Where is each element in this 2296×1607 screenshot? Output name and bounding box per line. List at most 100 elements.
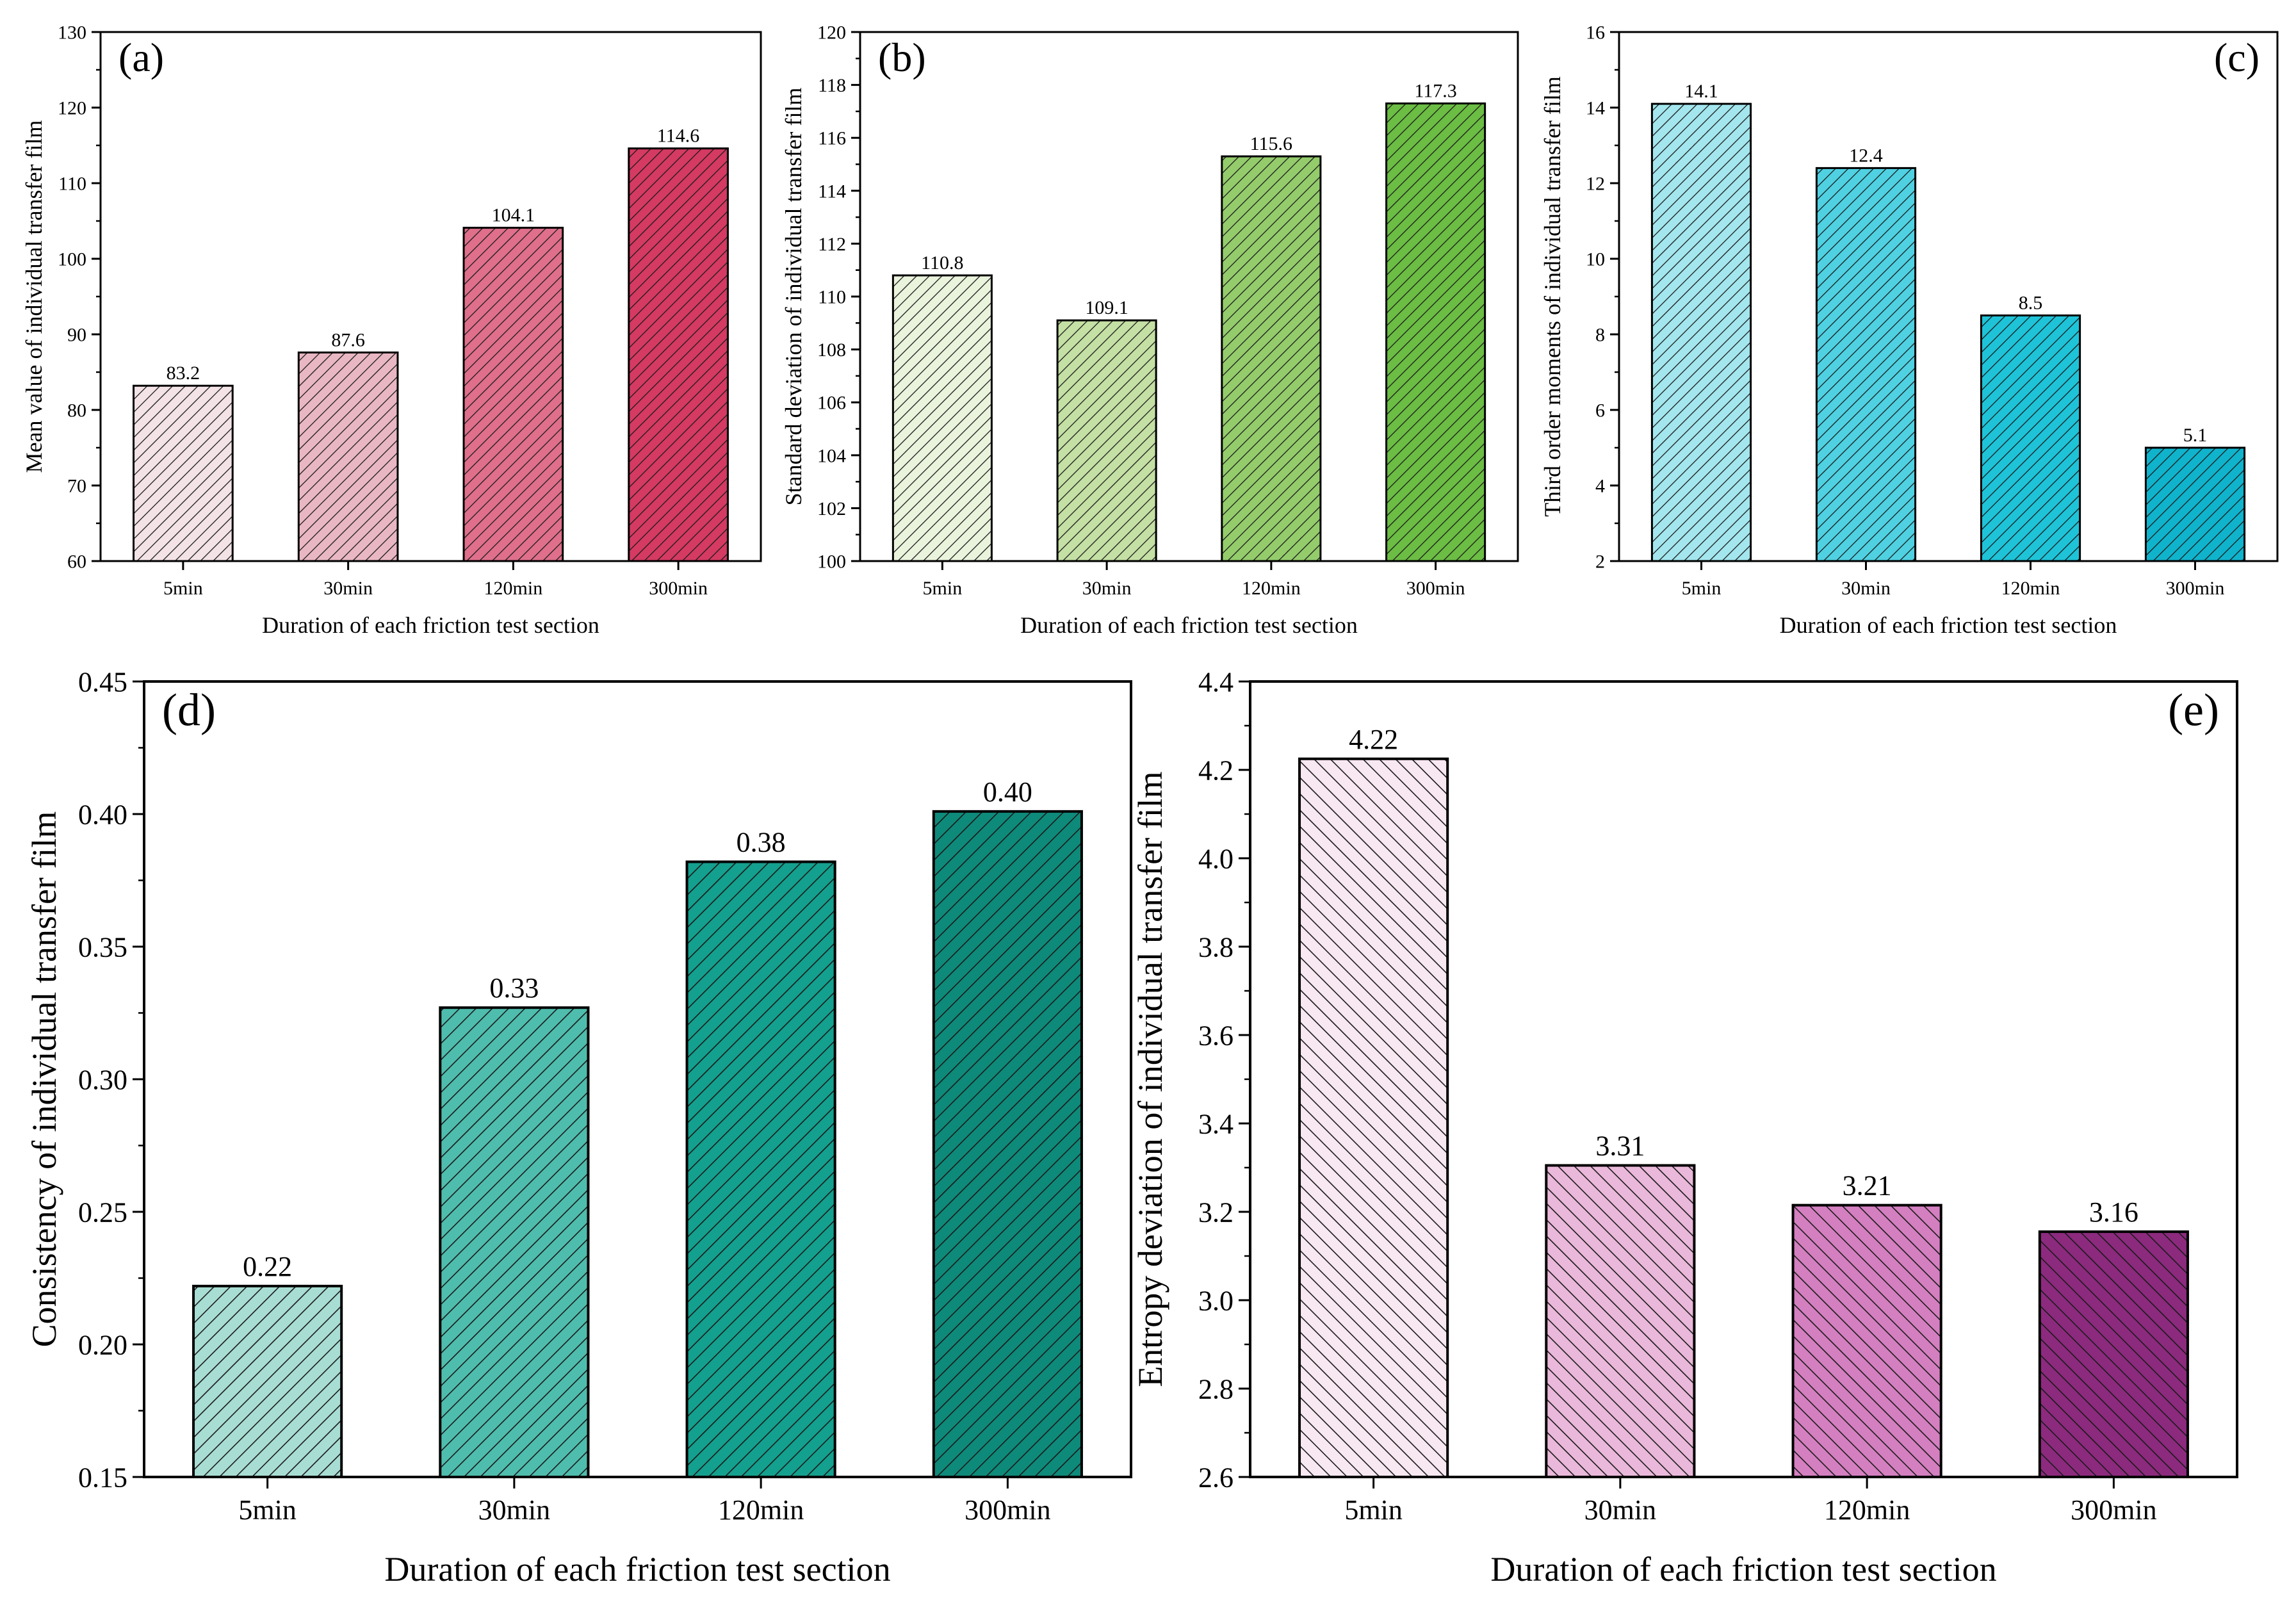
bar-120min [1221, 155, 1322, 562]
y-tick-label: 104 [817, 445, 846, 466]
bar-300min [2038, 1230, 2189, 1479]
y-tick-label: 70 [67, 476, 86, 497]
y-tick-label: 10 [1586, 249, 1605, 270]
y-tick-label: 100 [58, 249, 86, 270]
bar-30min [297, 351, 399, 562]
y-tick-label: 0.25 [78, 1196, 127, 1228]
x-tick-label: 120min [718, 1494, 804, 1526]
value-label: 0.40 [983, 776, 1032, 808]
bar-5min [1298, 757, 1449, 1478]
x-tick-label: 120min [2001, 578, 2060, 599]
y-tick-label: 120 [817, 22, 846, 44]
panel-label: (d) [162, 684, 216, 735]
x-tick-label: 300min [1406, 578, 1465, 599]
x-tick-label: 300min [2071, 1494, 2156, 1526]
value-label: 14.1 [1684, 81, 1718, 102]
y-tick-label: 80 [67, 400, 86, 421]
value-label: 0.22 [243, 1251, 292, 1282]
bar-120min [462, 227, 564, 562]
y-axis-title: Entropy deviation of individual transfer… [1131, 771, 1169, 1387]
y-tick-label: 6 [1595, 400, 1605, 421]
y-tick-label: 0.30 [78, 1064, 127, 1095]
y-tick-label: 112 [818, 234, 846, 255]
chart-panel-4: 0.22 5min 0.33 30min 0.38 120min 0.40 300min 0.1… [25, 666, 1132, 1588]
x-tick-label: 30min [1584, 1494, 1656, 1526]
y-tick-label: 60 [67, 551, 86, 573]
x-tick-label: 5min [1682, 578, 1722, 599]
plot-frame [1618, 31, 2279, 562]
value-label: 87.6 [331, 329, 365, 350]
y-tick-label: 0.15 [78, 1462, 127, 1493]
y-tick-label: 102 [817, 498, 846, 519]
y-tick-label: 2.8 [1198, 1373, 1233, 1405]
chart-panel-2: 110.8 5min 109.1 30min 115.6 120min 117.3 300mi… [781, 22, 1519, 638]
x-tick-label: 30min [1841, 578, 1891, 599]
y-tick-label: 100 [817, 551, 846, 573]
x-tick-label: 120min [1824, 1494, 1910, 1526]
value-label: 115.6 [1250, 133, 1292, 154]
x-axis-title: Duration of each friction test section [1490, 1550, 1996, 1588]
plot-frame [143, 680, 1132, 1478]
x-axis-title: Duration of each friction test section [262, 612, 599, 638]
x-tick-label: 120min [484, 578, 543, 599]
chart-panel-3: 14.1 5min 12.4 30min 8.5 120min 5.1 300min 2 4 6 8 1… [1540, 22, 2279, 638]
value-label: 8.5 [2019, 293, 2043, 314]
x-tick-label: 30min [1082, 578, 1132, 599]
plot-frame [859, 31, 1519, 562]
value-label: 109.1 [1085, 297, 1128, 318]
plot-frame [99, 31, 762, 562]
y-axis-title: Mean value of individual transfer film [21, 120, 47, 473]
y-tick-label: 4.0 [1198, 843, 1233, 874]
bar-5min [192, 1284, 343, 1479]
value-label: 104.1 [492, 205, 535, 226]
x-tick-label: 5min [923, 578, 963, 599]
value-label: 114.6 [657, 126, 699, 147]
chart-panel-1: 83.2 5min 87.6 30min 104.1 120min 114.6 300min 6… [21, 22, 762, 638]
x-tick-label: 120min [1242, 578, 1301, 599]
bar-30min [1545, 1164, 1696, 1479]
value-label: 0.33 [489, 972, 539, 1004]
value-label: 117.3 [1414, 81, 1456, 102]
bar-30min [439, 1006, 590, 1478]
x-tick-label: 300min [649, 578, 708, 599]
plot-frame [1249, 680, 2238, 1478]
bar-5min [133, 384, 234, 562]
x-axis-title: Duration of each friction test section [1020, 612, 1358, 638]
y-tick-label: 12 [1586, 174, 1605, 195]
x-tick-label: 5min [238, 1494, 296, 1526]
bar-5min [892, 274, 993, 562]
bar-120min [1980, 314, 2081, 562]
y-tick-label: 14 [1586, 98, 1605, 119]
y-tick-label: 130 [58, 22, 86, 44]
panel-label: (b) [878, 35, 926, 80]
y-tick-label: 108 [817, 339, 846, 361]
y-tick-label: 110 [818, 287, 846, 308]
value-label: 3.16 [2089, 1196, 2138, 1228]
y-tick-label: 0.40 [78, 799, 127, 830]
y-tick-label: 114 [818, 181, 846, 202]
y-tick-label: 8 [1595, 325, 1605, 346]
y-tick-label: 4.2 [1198, 755, 1233, 786]
y-tick-label: 0.35 [78, 931, 127, 963]
value-label: 0.38 [737, 827, 786, 858]
y-axis-title: Third order moments of individual transf… [1540, 76, 1565, 517]
x-tick-label: 5min [163, 578, 203, 599]
x-tick-label: 30min [478, 1494, 550, 1526]
y-tick-label: 110 [58, 174, 86, 195]
y-tick-label: 0.20 [78, 1329, 127, 1360]
x-tick-label: 300min [965, 1494, 1050, 1526]
panel-label: (e) [2168, 684, 2219, 735]
y-tick-label: 106 [817, 393, 846, 414]
chart-panel-5: 4.22 5min 3.31 30min 3.21 120min 3.16 300min 2.6… [1131, 666, 2238, 1588]
y-tick-label: 4 [1595, 476, 1605, 497]
bar-120min [685, 860, 836, 1478]
y-tick-label: 3.4 [1198, 1108, 1233, 1139]
y-tick-label: 4.4 [1198, 666, 1233, 697]
y-tick-label: 120 [58, 98, 86, 119]
bar-30min [1815, 167, 1917, 562]
y-tick-label: 0.45 [78, 666, 127, 697]
y-tick-label: 3.6 [1198, 1020, 1233, 1051]
bar-120min [1791, 1203, 1942, 1479]
panel-label: (a) [118, 35, 164, 80]
